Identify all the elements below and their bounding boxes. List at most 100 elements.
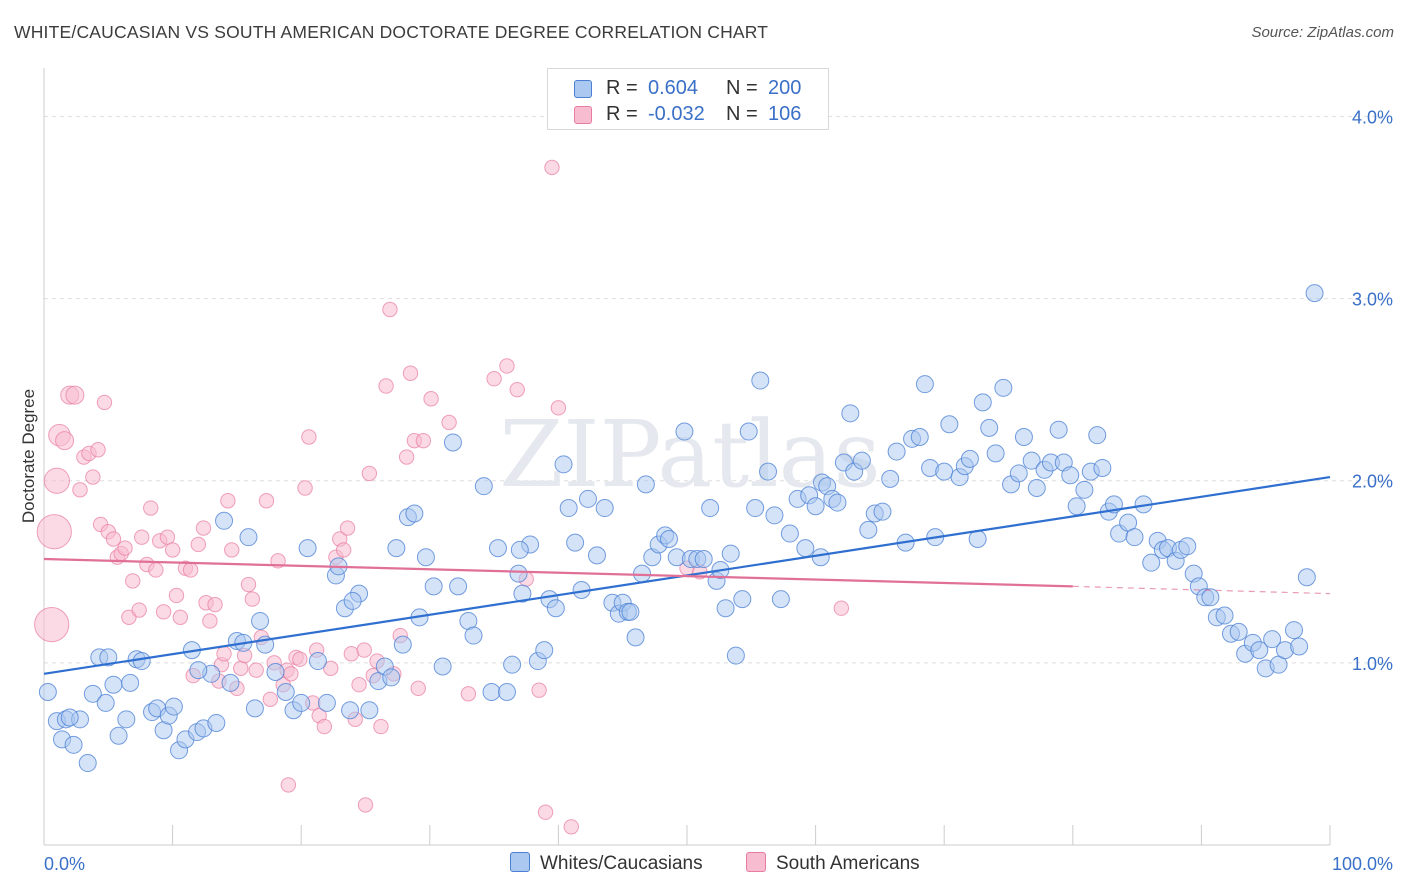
south-american-point: [357, 797, 374, 813]
south-american-point: [168, 587, 185, 604]
x-tick-label: 100.0%: [1332, 854, 1393, 874]
watermark: ZIPatlas: [499, 401, 880, 508]
white-caucasian-point: [780, 524, 799, 543]
watermark-text: ZIPatlas: [499, 401, 880, 508]
white-caucasian-point: [694, 550, 713, 569]
white-caucasian-point: [1297, 568, 1316, 587]
bottom-legend-south-americans: South Americans: [746, 852, 920, 875]
white-caucasian-point: [482, 683, 501, 701]
white-caucasian-point: [292, 693, 311, 712]
white-caucasian-point: [343, 591, 362, 610]
south-american-point: [207, 596, 223, 613]
white-caucasian-point: [117, 710, 136, 729]
white-caucasian-point: [621, 602, 640, 621]
south-american-point: [248, 662, 264, 678]
white-caucasian-point: [1215, 606, 1234, 625]
south-american-point: [441, 414, 457, 431]
trend-lines: [43, 475, 1331, 675]
south-american-point: [55, 431, 75, 451]
white-caucasian-point: [873, 502, 892, 521]
white-caucasian-point: [221, 673, 240, 692]
white-caucasian-point: [1075, 480, 1094, 499]
white-caucasian-point: [841, 404, 860, 423]
south-american-point: [224, 542, 240, 558]
south-american-point: [233, 660, 249, 677]
white-caucasian-point: [308, 652, 327, 671]
white-caucasian-point: [1290, 637, 1309, 656]
south-american-point: [220, 493, 236, 509]
white-caucasian-point: [1142, 553, 1161, 572]
y-tick-label: 1.0%: [1352, 654, 1393, 674]
white-caucasian-point: [1067, 497, 1086, 516]
white-caucasian-point: [636, 475, 655, 494]
white-caucasian-point: [626, 628, 645, 647]
white-caucasian-point: [759, 462, 778, 481]
white-caucasian-point: [99, 648, 118, 667]
white-caucasian-point: [852, 451, 871, 470]
legend-r-label: R =: [606, 103, 638, 125]
white-caucasian-point: [1027, 479, 1046, 497]
white-caucasian-point: [509, 564, 528, 583]
white-caucasian-point: [546, 599, 565, 618]
south-american-point: [164, 542, 181, 558]
south-american-point: [280, 777, 297, 793]
axes: [43, 68, 1331, 846]
white-caucasian-point: [960, 449, 979, 468]
white-caucasian-point: [251, 611, 270, 630]
south-american-point: [301, 429, 317, 445]
white-caucasian-point: [587, 546, 606, 565]
white-caucasian-point: [1088, 426, 1107, 445]
white-caucasian-point: [488, 539, 507, 558]
south-american-point: [134, 529, 150, 545]
white-caucasian-point: [1229, 622, 1248, 641]
south-american-point: [125, 573, 141, 589]
south-american-point: [373, 718, 389, 735]
white-caucasian-point: [38, 683, 57, 701]
white-caucasian-point: [513, 584, 532, 603]
south-american-point: [34, 607, 70, 643]
white-caucasian-point: [64, 735, 83, 754]
white-caucasian-point: [433, 657, 452, 676]
white-caucasian-point: [980, 418, 999, 437]
white-caucasian-point: [510, 540, 529, 559]
south-american-point: [292, 651, 308, 667]
white-caucasian-point: [245, 699, 264, 718]
white-caucasian-point: [994, 378, 1013, 397]
white-caucasian-point: [382, 668, 401, 687]
legend-swatch-pink: [574, 106, 592, 124]
south-american-point: [460, 686, 477, 702]
south-american-point: [202, 613, 218, 629]
white-caucasian-point: [1263, 630, 1282, 649]
south-american-point: [72, 482, 88, 498]
south-american-point: [155, 604, 172, 620]
white-caucasian-point: [416, 548, 435, 567]
white-caucasian-point: [132, 652, 151, 671]
bottom-legend-label-south-americans: South Americans: [776, 853, 920, 874]
white-caucasian-point: [503, 655, 522, 674]
white-caucasian-point: [559, 499, 578, 518]
south-american-point: [382, 301, 398, 318]
white-caucasian-point: [675, 422, 694, 441]
white-caucasian-point: [317, 693, 336, 712]
white-caucasian-point: [796, 539, 815, 558]
white-caucasian-point: [887, 442, 906, 461]
white-caucasian-point: [239, 528, 258, 547]
white-caucasian-point: [341, 701, 360, 720]
south-american-point: [537, 804, 554, 820]
south-american-point: [323, 660, 339, 677]
white-caucasian-point: [739, 422, 758, 441]
south-american-point: [550, 400, 567, 416]
white-caucasian-point: [497, 683, 516, 701]
y-tick-label: 3.0%: [1352, 290, 1393, 310]
south-american-point: [182, 562, 199, 578]
white-caucasian-point: [443, 433, 462, 452]
white-caucasian-point: [811, 548, 830, 567]
white-caucasian-point: [424, 577, 443, 596]
white-caucasian-point: [449, 577, 468, 596]
legend-r-value: -0.032: [648, 103, 705, 125]
legend-r-value: 0.604: [648, 77, 699, 99]
white-caucasian-point: [215, 511, 234, 530]
legend-box: R = 0.604 N = 200 R = -0.032 N = 106: [547, 68, 829, 130]
white-caucasian-point: [940, 415, 959, 434]
bottom-legend-label-whites: Whites/Caucasians: [540, 853, 703, 874]
